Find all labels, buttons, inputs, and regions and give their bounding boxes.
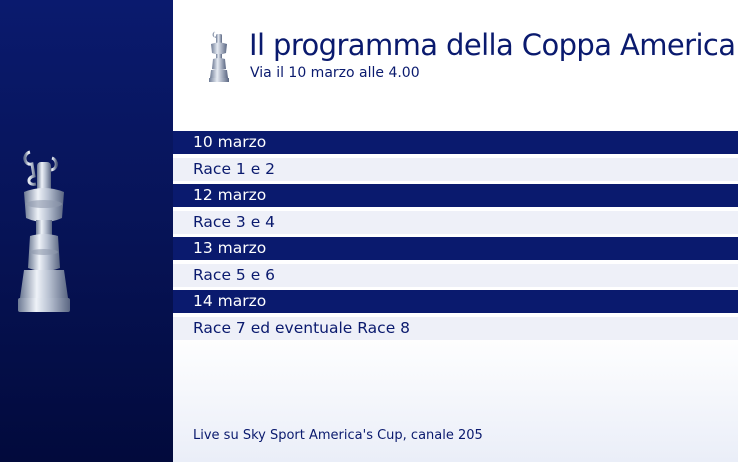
schedule-date-row: 13 marzo [173,237,738,260]
trophy-icon [209,31,229,82]
left-panel [0,0,173,462]
schedule-race-row: Race 5 e 6 [173,263,738,287]
schedule-date-row: 12 marzo [173,184,738,207]
broadcast-info: Live su Sky Sport America's Cup, canale … [193,428,483,443]
schedule-race-row: Race 3 e 4 [173,210,738,234]
schedule-date-row: 10 marzo [173,131,738,154]
page-subtitle: Via il 10 marzo alle 4.00 [250,65,420,81]
schedule-race-row: Race 7 ed eventuale Race 8 [173,316,738,340]
schedule-race-row: Race 1 e 2 [173,157,738,181]
schedule-date-row: 14 marzo [173,290,738,313]
page-title: Il programma della Coppa America [249,28,736,62]
right-panel: Il programma della Coppa America Via il … [173,0,738,462]
trophy-icon [18,150,70,312]
schedule-list: 10 marzo Race 1 e 2 12 marzo Race 3 e 4 … [173,131,738,343]
